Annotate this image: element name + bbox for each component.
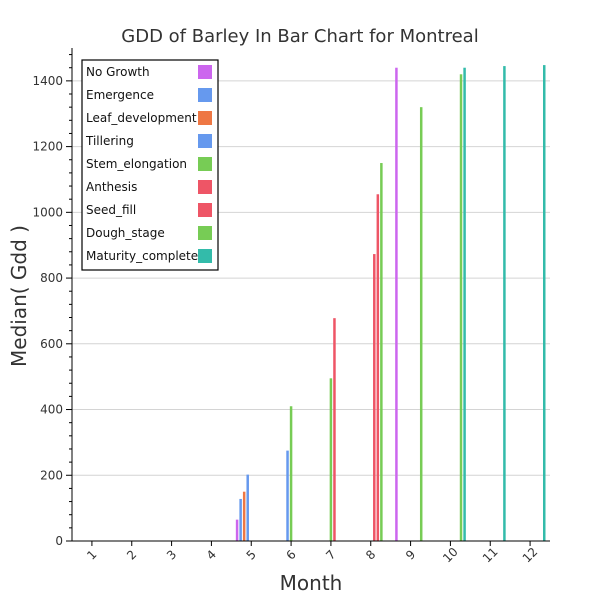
- x-tick-label: 11: [480, 545, 501, 566]
- x-tick-label: 2: [124, 547, 139, 562]
- x-tick-label: 10: [440, 545, 461, 566]
- bar: [373, 254, 376, 541]
- bar: [242, 491, 246, 541]
- x-tick-label: 3: [164, 547, 179, 562]
- bar: [376, 194, 380, 541]
- y-tick-label: 1400: [32, 74, 63, 88]
- legend-swatch: [198, 203, 212, 217]
- legend-label: Stem_elongation: [86, 157, 187, 171]
- legend-swatch: [198, 249, 212, 263]
- chart-title: GDD of Barley In Bar Chart for Montreal: [121, 26, 478, 47]
- bar: [333, 318, 336, 541]
- bar: [463, 67, 466, 541]
- bar: [503, 66, 506, 541]
- x-tick-label: 6: [283, 547, 298, 562]
- y-tick-label: 600: [40, 337, 63, 351]
- legend-label: Tillering: [85, 134, 134, 148]
- bar: [543, 65, 546, 541]
- y-tick-label: 1000: [32, 205, 63, 219]
- x-tick-label: 8: [363, 547, 378, 562]
- y-tick-label: 0: [55, 534, 63, 548]
- x-tick-label: 4: [204, 547, 219, 562]
- x-tick-label: 12: [520, 545, 541, 566]
- legend-swatch: [198, 65, 212, 79]
- legend-label: Leaf_development: [86, 111, 197, 125]
- legend-label: Dough_stage: [86, 226, 165, 240]
- x-tick-label: 5: [244, 547, 259, 562]
- bar: [235, 519, 239, 541]
- legend-label: Seed_fill: [86, 203, 136, 217]
- y-tick-label: 800: [40, 271, 63, 285]
- legend-swatch: [198, 88, 212, 102]
- legend-label: Maturity_complete: [86, 249, 198, 263]
- legend-swatch: [198, 134, 212, 148]
- legend-swatch: [198, 180, 212, 194]
- y-axis-title: Median( Gdd ): [7, 225, 31, 367]
- x-axis-title: Month: [280, 571, 343, 595]
- legend-swatch: [198, 157, 212, 171]
- x-tick-label: 9: [403, 547, 418, 562]
- bar: [289, 406, 293, 541]
- bar: [419, 107, 423, 541]
- legend-label: Anthesis: [86, 180, 137, 194]
- y-tick-label: 400: [40, 403, 63, 417]
- y-tick-label: 200: [40, 468, 63, 482]
- bar: [329, 378, 333, 541]
- legend-label: Emergence: [86, 88, 154, 102]
- bar: [459, 74, 463, 541]
- bar: [380, 163, 383, 541]
- legend-box: [81, 59, 219, 271]
- legend-swatch: [198, 111, 212, 125]
- x-tick-label: 7: [323, 547, 338, 562]
- legend-label: No Growth: [86, 65, 150, 79]
- bar: [246, 474, 249, 541]
- x-tick-label: 1: [84, 547, 99, 562]
- bar: [395, 67, 398, 541]
- legend-swatch: [198, 226, 212, 240]
- bar: [286, 450, 289, 541]
- bar: [239, 498, 242, 541]
- y-tick-label: 1200: [32, 140, 63, 154]
